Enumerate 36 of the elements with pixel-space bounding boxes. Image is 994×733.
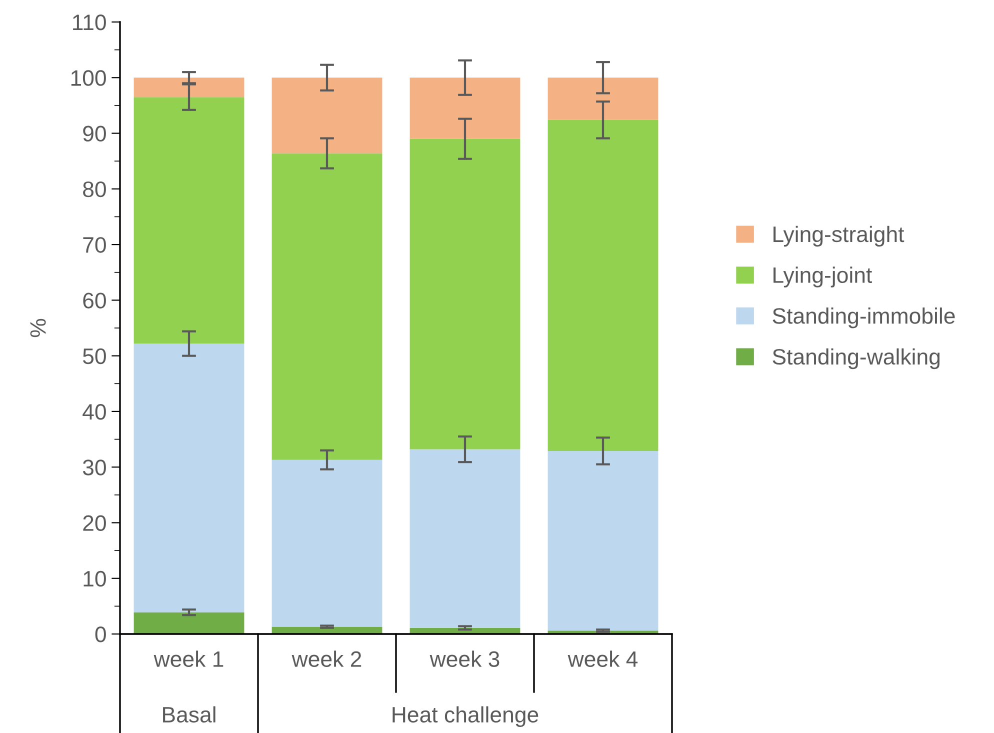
bar <box>410 138 520 450</box>
legend-label: Standing-walking <box>772 348 940 370</box>
y-tick-label: 50 <box>82 348 106 364</box>
x-tick-label: week 4 <box>568 650 638 667</box>
y-tick-label: 100 <box>71 70 106 86</box>
legend-label: Lying-joint <box>774 266 872 288</box>
y-tick-label: 60 <box>83 292 106 308</box>
bar <box>548 78 658 120</box>
x-tick-label: week 1 <box>154 650 224 667</box>
y-tick-label: 70 <box>83 237 106 253</box>
y-tick-label: 30 <box>82 460 106 476</box>
bar <box>410 78 520 139</box>
y-tick-label: 0 <box>95 626 106 642</box>
bar <box>410 449 520 628</box>
text: Heat challenge <box>392 706 538 727</box>
y-tick-label: 40 <box>82 404 106 420</box>
x-tick-label: week 2 <box>292 650 362 667</box>
bar <box>272 78 382 154</box>
bar <box>272 153 382 460</box>
bar <box>272 460 382 627</box>
text: Basal <box>163 706 216 723</box>
bar <box>548 450 658 631</box>
bar <box>134 97 244 344</box>
bar <box>134 344 244 612</box>
bar <box>134 612 244 634</box>
y-tick-label: 110 <box>73 14 106 30</box>
bar <box>134 78 244 98</box>
y-tick-label: 90 <box>83 126 106 142</box>
y-axis-title: % <box>30 318 46 338</box>
legend-label: Lying-straight <box>774 226 904 247</box>
legend-label: Standing-immobile <box>772 308 955 328</box>
y-tick-label: 80 <box>83 181 106 198</box>
bar <box>548 120 658 451</box>
x-tick-label: week 3 <box>430 650 500 667</box>
y-tick-label: 10 <box>84 570 106 587</box>
y-tick-label: 20 <box>83 515 106 531</box>
